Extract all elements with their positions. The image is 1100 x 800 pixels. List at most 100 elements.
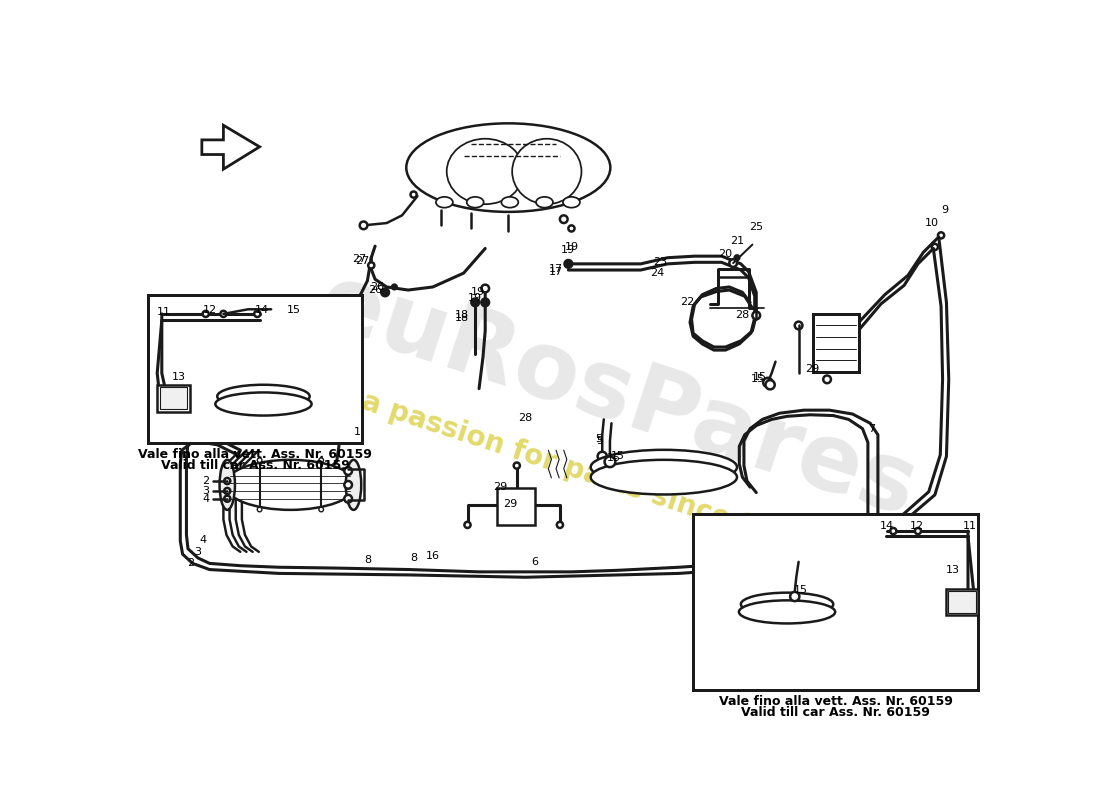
Ellipse shape [466,197,484,208]
Text: 3: 3 [202,486,209,496]
Text: 15: 15 [607,453,620,463]
Text: 27: 27 [355,256,370,266]
Text: 3: 3 [195,547,201,557]
Text: 12: 12 [910,521,924,530]
Circle shape [482,285,490,292]
Circle shape [766,380,774,390]
Bar [160,387,187,410]
Text: Vale fino alla vett. Ass. Nr. 60159: Vale fino alla vett. Ass. Nr. 60159 [138,448,372,462]
Text: 1: 1 [354,427,361,438]
Ellipse shape [436,197,453,208]
Text: 23: 23 [653,257,667,266]
Bar [946,589,978,615]
Circle shape [202,311,209,317]
Ellipse shape [563,197,580,208]
Text: 16: 16 [426,551,440,562]
Circle shape [344,481,352,489]
Text: 15: 15 [794,586,807,595]
Text: 5: 5 [596,436,604,446]
Ellipse shape [536,197,553,208]
Circle shape [344,467,352,475]
Circle shape [514,462,520,469]
Circle shape [605,456,615,467]
Text: 7: 7 [868,425,876,434]
Text: 28: 28 [735,310,749,321]
Text: 27: 27 [353,254,366,264]
Text: Vale fino alla vett. Ass. Nr. 60159: Vale fino alla vett. Ass. Nr. 60159 [718,695,953,709]
Circle shape [752,311,760,319]
Circle shape [368,262,374,269]
Text: 28: 28 [518,413,532,423]
Ellipse shape [591,460,737,494]
Text: 17: 17 [549,264,563,274]
Circle shape [597,452,607,461]
Circle shape [464,522,471,528]
Circle shape [794,322,803,330]
Text: 4: 4 [202,494,209,504]
Text: 14: 14 [880,521,894,530]
Circle shape [224,496,230,502]
Ellipse shape [218,385,310,408]
Text: 13: 13 [946,565,959,574]
Ellipse shape [220,460,235,510]
Circle shape [344,495,352,502]
Text: 26: 26 [371,282,385,292]
Text: 24: 24 [650,268,664,278]
Circle shape [360,222,367,230]
Text: 21: 21 [730,236,744,246]
Circle shape [482,298,490,306]
Circle shape [565,261,572,267]
Ellipse shape [739,600,835,623]
Ellipse shape [447,138,524,204]
Bar [499,491,532,522]
Text: 15: 15 [754,372,767,382]
Circle shape [729,259,737,267]
Ellipse shape [345,460,361,510]
Circle shape [382,289,389,296]
Polygon shape [202,126,260,169]
Bar [813,314,859,372]
Text: Valid till car Ass. Nr. 60159: Valid till car Ass. Nr. 60159 [741,706,930,719]
Text: 29: 29 [493,482,507,492]
Circle shape [557,522,563,528]
Text: 18: 18 [455,313,470,322]
Circle shape [384,291,387,294]
Text: 13: 13 [172,372,186,382]
Text: 12: 12 [202,305,217,315]
Circle shape [471,298,480,306]
Text: Valid till car Ass. Nr. 60159: Valid till car Ass. Nr. 60159 [161,459,350,472]
Ellipse shape [591,450,737,485]
Text: 2: 2 [187,558,194,568]
Ellipse shape [224,460,355,510]
Ellipse shape [502,197,518,208]
Ellipse shape [406,123,610,212]
Ellipse shape [216,393,311,415]
Circle shape [410,191,417,198]
Text: 19: 19 [469,293,482,302]
Circle shape [569,226,574,231]
Circle shape [938,232,944,238]
Circle shape [474,301,476,304]
Circle shape [257,458,262,462]
Circle shape [823,375,830,383]
Text: 6: 6 [531,557,538,567]
Bar [693,514,978,690]
Bar [157,385,189,412]
Circle shape [383,290,387,294]
Circle shape [790,592,800,601]
Circle shape [224,488,230,494]
Circle shape [319,458,323,462]
Text: 19: 19 [471,287,485,298]
Circle shape [564,260,572,268]
Circle shape [483,300,487,305]
Text: 15: 15 [287,305,301,315]
Text: 29: 29 [503,499,517,509]
Text: 20: 20 [718,249,733,259]
Text: 19: 19 [561,245,574,255]
Ellipse shape [513,138,582,204]
Circle shape [319,507,323,512]
Ellipse shape [741,593,834,616]
Text: 2: 2 [202,476,209,486]
Text: 25: 25 [749,222,763,232]
Circle shape [915,528,921,534]
